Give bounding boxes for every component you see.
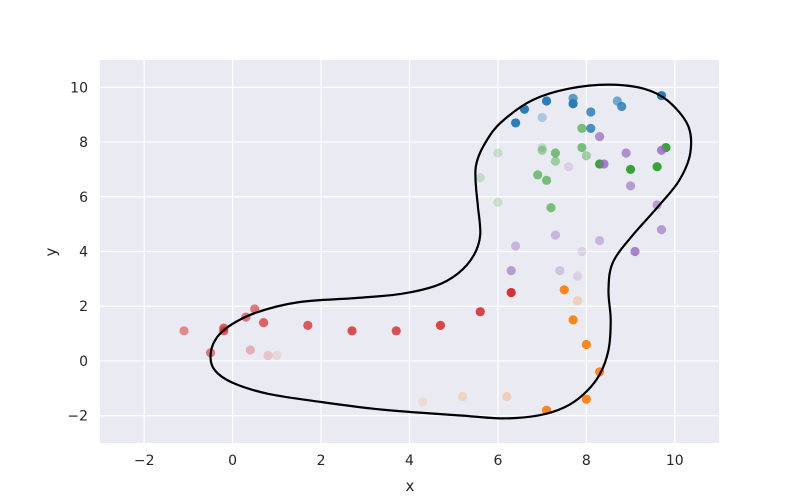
scatter-point <box>568 315 578 325</box>
y-tick-label: 4 <box>79 245 88 261</box>
scatter-point <box>435 320 446 330</box>
scatter-point <box>511 118 521 128</box>
scatter-point <box>652 162 662 172</box>
scatter-point <box>533 170 543 180</box>
scatter-point <box>577 123 587 133</box>
decision-boundary-curve <box>209 83 693 420</box>
data-points <box>179 90 671 415</box>
scatter-point <box>617 101 627 112</box>
scatter-point <box>559 285 569 295</box>
scatter-point <box>457 391 468 402</box>
x-tick-label: 4 <box>405 453 414 469</box>
scatter-point <box>502 391 512 402</box>
x-tick-labels: −2 0 2 4 6 8 10 <box>134 453 684 469</box>
scatter-point <box>586 107 596 117</box>
y-tick-label: 10 <box>70 80 88 96</box>
y-tick-label: 2 <box>79 299 88 315</box>
x-tick-label: −2 <box>134 453 155 469</box>
scatter-point <box>568 99 578 109</box>
scatter-point <box>550 230 561 240</box>
scatter-point <box>537 112 547 123</box>
scatter-point <box>630 246 640 257</box>
grid <box>100 60 719 443</box>
y-tick-label: 8 <box>79 135 88 151</box>
scatter-point <box>272 350 282 361</box>
y-axis-label: y <box>42 247 60 256</box>
scatter-point <box>541 96 552 106</box>
scatter-point <box>595 132 605 142</box>
scatter-point <box>656 145 667 155</box>
scatter-point <box>625 181 636 191</box>
scatter-point <box>599 159 609 169</box>
scatter-point <box>652 200 662 210</box>
scatter-point <box>577 142 587 153</box>
scatter-point <box>179 326 189 336</box>
scatter-point <box>537 145 547 155</box>
scatter-point <box>572 296 583 306</box>
scatter-point <box>475 307 485 317</box>
scatter-point <box>475 173 485 183</box>
scatter-point <box>555 266 565 276</box>
scatter-point <box>572 296 583 306</box>
scatter-point <box>586 123 596 133</box>
scatter-point <box>391 326 401 336</box>
scatter-point <box>303 320 313 330</box>
y-tick-labels: −2 0 2 4 6 8 10 <box>67 80 88 424</box>
scatter-point <box>245 345 255 355</box>
scatter-point <box>577 246 587 257</box>
y-tick-label: 0 <box>79 354 88 370</box>
scatter-point <box>493 197 503 207</box>
scatter-point <box>572 271 583 281</box>
scatter-point <box>581 394 591 404</box>
scatter-point <box>418 397 428 407</box>
scatter-point <box>537 142 547 153</box>
x-tick-label: 0 <box>228 453 237 469</box>
scatter-point <box>564 162 574 172</box>
x-axis-label: x <box>406 477 415 495</box>
x-tick-label: 10 <box>666 453 684 469</box>
scatter-point <box>258 318 269 328</box>
scatter-point <box>656 225 667 235</box>
scatter-point <box>493 148 503 158</box>
scatter-point <box>347 326 357 336</box>
scatter-point <box>541 175 552 185</box>
y-tick-label: −2 <box>67 409 88 425</box>
scatter-point <box>506 287 516 298</box>
scatter-point <box>621 148 631 158</box>
scatter-point <box>581 151 591 161</box>
scatter-point <box>546 203 556 213</box>
y-tick-label: 6 <box>79 190 88 206</box>
x-tick-label: 6 <box>493 453 502 469</box>
x-tick-label: 8 <box>582 453 591 469</box>
scatter-point <box>581 339 591 350</box>
scatter-point <box>506 266 516 276</box>
scatter-point <box>550 156 561 166</box>
scatter-point <box>625 164 636 175</box>
scatter-point <box>550 148 561 158</box>
scatter-point <box>595 235 605 246</box>
scatter-point <box>263 350 273 361</box>
x-tick-label: 2 <box>317 453 326 469</box>
scatter-point <box>511 241 521 251</box>
